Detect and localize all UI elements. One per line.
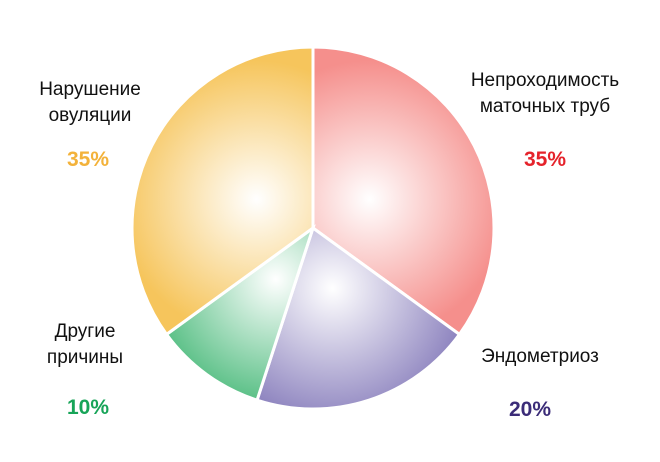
pie-slice	[130, 45, 315, 337]
slice-label: Нарушение овуляции	[39, 79, 141, 126]
value-label: 35%	[523, 148, 567, 171]
pie-slice	[255, 225, 462, 411]
slice-label: Непроходимость маточных труб	[470, 70, 620, 117]
slice-label: Другие причины	[46, 321, 124, 368]
slice-label: Эндометриоз	[481, 346, 599, 367]
pie-slice	[311, 45, 496, 337]
value-label: 20%	[508, 398, 552, 421]
value-label: 35%	[66, 148, 110, 171]
pie-slice	[164, 224, 316, 403]
value-label: 10%	[66, 396, 110, 419]
